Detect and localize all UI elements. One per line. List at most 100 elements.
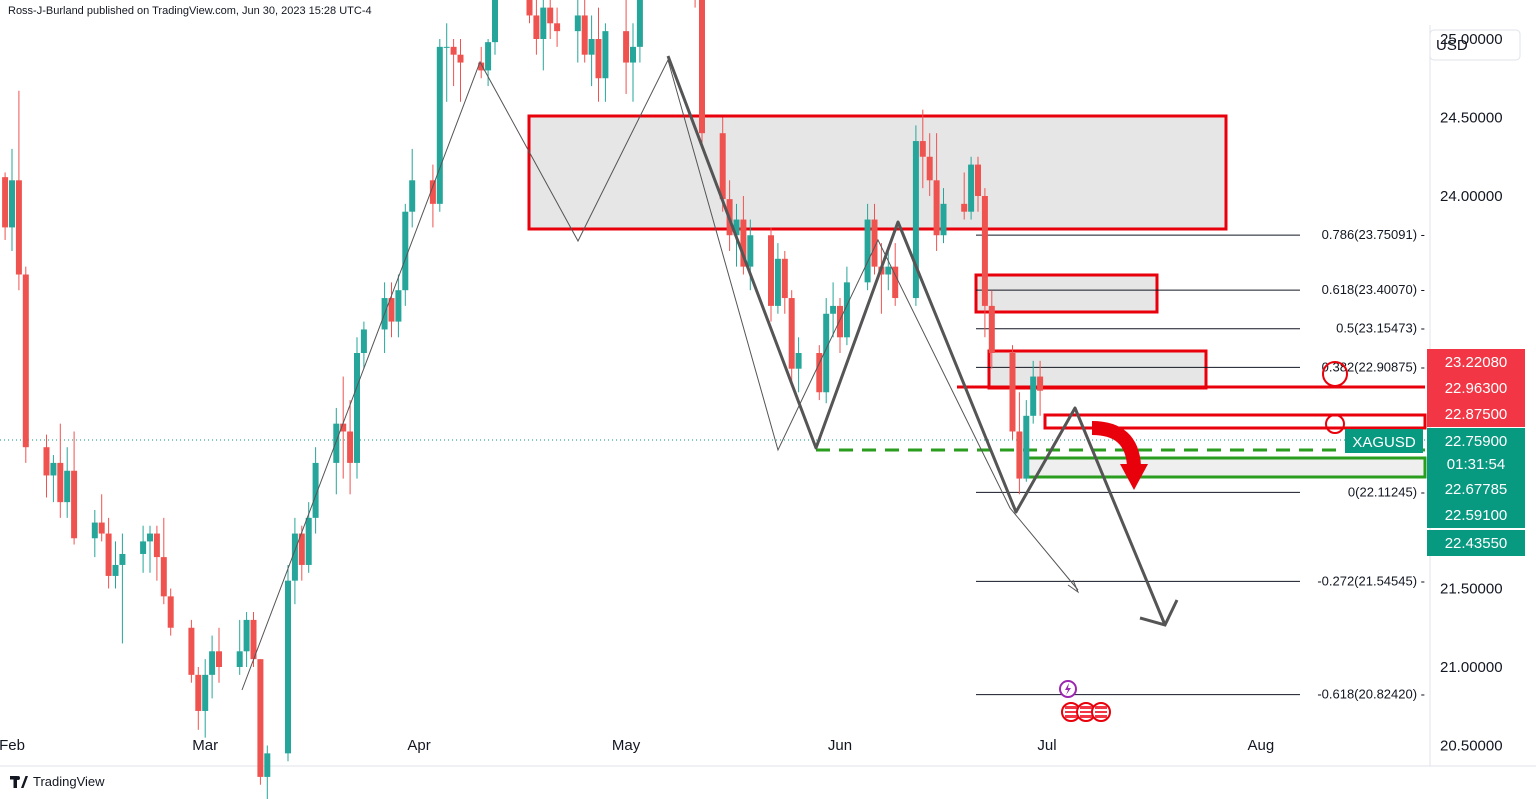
resistance-band (1043, 413, 1427, 430)
candle-body (236, 651, 243, 667)
fib-label: -0.272(21.54545) - (1317, 573, 1425, 588)
fib-levels-layer: 0.786(23.75091) - 0.618(23.40070) - 0.5(23… (976, 227, 1425, 702)
candles-layer (2, 0, 1044, 799)
fib-label: 0(22.11245) - (1348, 484, 1425, 499)
candle-body (98, 522, 105, 534)
us-flag-stripes-icon (1095, 706, 1107, 718)
candle-body (457, 54, 464, 63)
x-tick-label: Mar (192, 737, 218, 754)
candle-body (443, 46, 450, 48)
y-tick-label: 20.50000 (1440, 738, 1503, 755)
curved-arrow-icon (1091, 421, 1141, 467)
candle-body (243, 619, 250, 652)
candle-body (1037, 376, 1044, 391)
x-tick-label: Apr (407, 737, 430, 754)
candle-body (1030, 376, 1037, 416)
candle-body (768, 235, 774, 306)
y-tick-label: 24.50000 (1440, 110, 1503, 127)
candle-body (554, 23, 561, 32)
us-flag-stripe (1080, 713, 1092, 715)
x-tick-label: Jul (1037, 737, 1056, 754)
candle-body (388, 298, 395, 322)
candle-body (450, 46, 457, 55)
candle-body (147, 533, 153, 542)
price-badge-label: 22.87500 (1445, 406, 1508, 423)
price-badge (1427, 451, 1525, 477)
candle-body (333, 423, 340, 463)
candle-body (2, 177, 9, 228)
candle-body (581, 15, 588, 55)
price-badge (1427, 349, 1525, 375)
supply-zone-upper (527, 114, 1228, 231)
candle-body (968, 164, 975, 212)
highlight-circle (1325, 414, 1345, 434)
price-badge (1427, 428, 1525, 454)
fib-label: -0.618(20.82420) - (1317, 687, 1425, 702)
candle-body (588, 39, 595, 55)
us-flag-stripe (1095, 713, 1107, 715)
candle-body (360, 329, 367, 353)
candle-body (912, 141, 919, 299)
candle-body (781, 258, 788, 299)
candle-body (285, 580, 291, 754)
candle-body (43, 447, 50, 476)
price-badge-label: 22.75900 (1445, 433, 1508, 450)
candle-body (1023, 415, 1030, 479)
price-badge (1427, 502, 1525, 528)
x-tick-label: Jun (828, 737, 852, 754)
candle-body (188, 627, 195, 675)
price-badge-label: 01:31:54 (1447, 456, 1505, 473)
candle-body (871, 219, 878, 267)
thin-arrow-head (1067, 579, 1080, 594)
x-tick-label: Aug (1248, 737, 1275, 754)
candle-body (830, 305, 837, 314)
candle-body (719, 133, 726, 200)
bold-zigzag-projection (666, 55, 1167, 626)
footer: TradingView (10, 774, 105, 789)
candle-body (961, 203, 968, 212)
us-flag-stripes-icon (1065, 706, 1077, 718)
candle-body (409, 180, 416, 212)
y-tick-label: 25.00000 (1440, 31, 1503, 48)
economic-events[interactable] (1059, 680, 1111, 722)
candle-body (940, 203, 947, 236)
candle-body (167, 596, 174, 628)
candle-body (774, 258, 781, 306)
y-axis[interactable]: USD26.0000025.5000025.0000024.5000024.00… (1429, 0, 1521, 755)
candle-body (533, 15, 540, 39)
candle-body (15, 180, 22, 275)
candle-body (816, 353, 823, 393)
candle-body (926, 156, 933, 181)
price-badge-label: 23.22080 (1445, 354, 1508, 371)
y-tick-label: 21.00000 (1440, 659, 1503, 676)
candle-body (837, 305, 843, 338)
price-badge-label: 22.43550 (1445, 535, 1508, 552)
candle-body (636, 0, 643, 47)
candle-body (257, 659, 264, 777)
candle-body (395, 290, 402, 322)
candle-body (291, 533, 298, 581)
candle-body (623, 31, 630, 63)
fib-label: 0.786(23.75091) - (1322, 227, 1425, 242)
candle-body (57, 462, 64, 503)
x-axis[interactable]: Feb Mar Apr May Jun Jul Aug (0, 737, 1274, 754)
candle-body (216, 651, 222, 667)
candle-body (71, 470, 78, 539)
us-flag-stripe (1065, 709, 1077, 711)
candle-body (630, 46, 636, 63)
candle-body (602, 31, 609, 79)
fib-label: 0.5(23.15473) - (1336, 321, 1425, 336)
symbol-badge (1345, 429, 1423, 453)
publisher-credit: Ross-J-Burland published on TradingView.… (8, 5, 372, 17)
candle-body (119, 553, 126, 565)
symbol-label: XAGUSD (1352, 434, 1416, 451)
candle-body (429, 180, 436, 204)
y-tick-label: 21.50000 (1440, 581, 1503, 598)
candle-body (574, 15, 581, 32)
candle-body (153, 533, 160, 558)
currency-selector[interactable] (1429, 29, 1521, 61)
candle-body (864, 219, 871, 283)
price-badge-label: 22.67785 (1445, 481, 1508, 498)
candle-body (298, 533, 305, 565)
